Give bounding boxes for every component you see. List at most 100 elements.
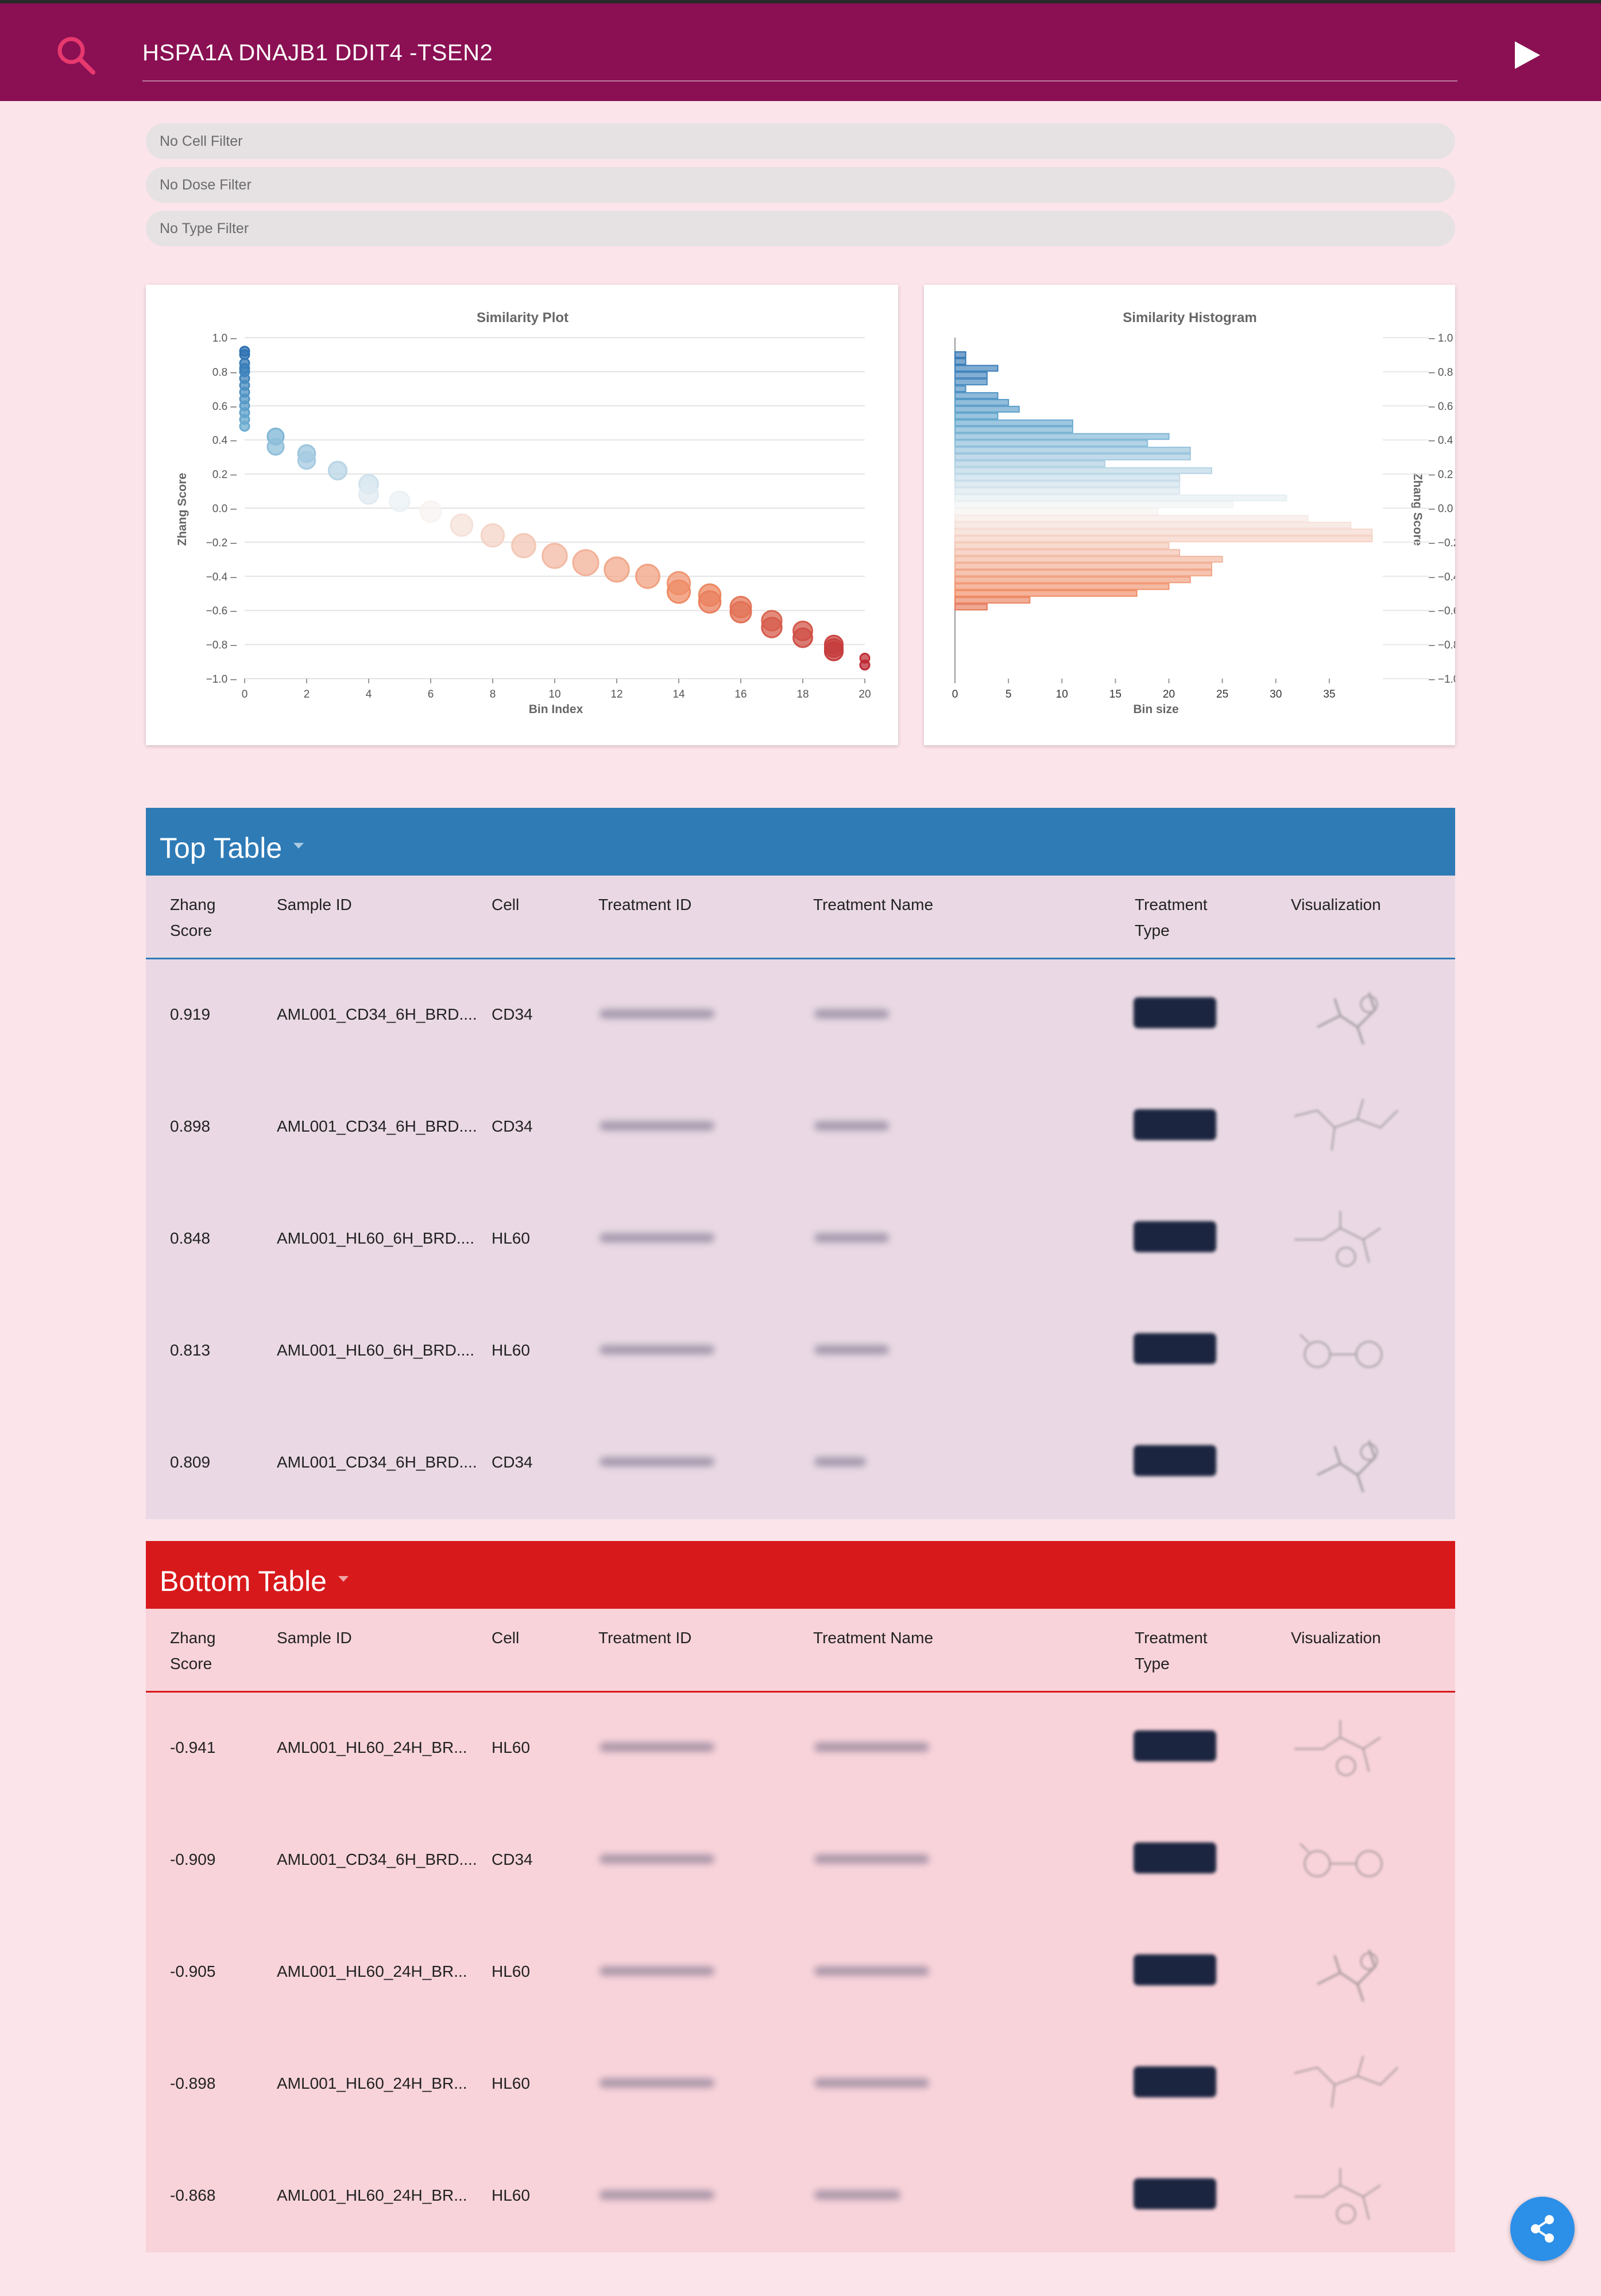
column-zhang-score[interactable]: Zhang Score bbox=[170, 1629, 216, 1672]
x-tick-label: 10 bbox=[1056, 688, 1068, 700]
histogram-bar bbox=[954, 398, 1010, 406]
similarity-plot[interactable]: Similarity Plot Bin Index Zhang Score 1.… bbox=[146, 285, 898, 745]
column-cell[interactable]: Cell bbox=[492, 1629, 520, 1647]
molecule-structure-image[interactable] bbox=[1283, 2045, 1409, 2125]
table-row[interactable]: -0.941 AML001_HL60_24H_BR... HL60 bbox=[146, 1693, 1455, 1805]
treatment-name-cell[interactable] bbox=[814, 2190, 900, 2200]
histogram-bar bbox=[954, 365, 999, 372]
table-row[interactable]: -0.868 AML001_HL60_24H_BR... HL60 bbox=[146, 2140, 1455, 2252]
x-tick-label: 2 bbox=[304, 688, 310, 700]
y-tick-label: – 0.0 bbox=[1429, 503, 1453, 515]
similarity-histogram[interactable]: Similarity Histogram Bin size Zhang Scor… bbox=[924, 285, 1455, 745]
treatment-name-cell[interactable] bbox=[814, 1743, 929, 1752]
scatter-point bbox=[327, 460, 348, 481]
scatter-point bbox=[635, 563, 660, 589]
x-tick-label: 16 bbox=[734, 688, 747, 700]
treatment-id-cell[interactable] bbox=[600, 1966, 714, 1976]
column-treatment-type[interactable]: Treatment Type bbox=[1135, 896, 1208, 939]
treatment-type-badge bbox=[1134, 2066, 1216, 2097]
table-row[interactable]: 0.813 AML001_HL60_6H_BRD.... HL60 bbox=[146, 1295, 1455, 1407]
molecule-structure-image[interactable] bbox=[1283, 1311, 1409, 1392]
treatment-type-badge bbox=[1134, 1954, 1216, 1985]
table-row[interactable]: 0.898 AML001_CD34_6H_BRD.... CD34 bbox=[146, 1071, 1455, 1183]
treatment-name-cell[interactable] bbox=[814, 1966, 929, 1976]
histogram-bar bbox=[954, 412, 999, 420]
y-tick-label: 0.8 – bbox=[212, 366, 237, 378]
treatment-name-cell[interactable] bbox=[814, 1233, 889, 1242]
treatment-name-cell[interactable] bbox=[814, 1854, 929, 1864]
cell-cell: HL60 bbox=[492, 1739, 530, 1756]
scatter-point bbox=[450, 513, 474, 537]
column-treatment-id[interactable]: Treatment ID bbox=[598, 896, 692, 913]
chevron-down-icon[interactable] bbox=[338, 1575, 349, 1582]
treatment-name-cell[interactable] bbox=[814, 1345, 889, 1354]
treatment-id-cell[interactable] bbox=[600, 1121, 714, 1130]
table-row[interactable]: 0.809 AML001_CD34_6H_BRD.... CD34 bbox=[146, 1407, 1455, 1519]
treatment-id-cell[interactable] bbox=[600, 1743, 714, 1752]
y-tick-label: – 0.4 bbox=[1429, 435, 1453, 447]
molecule-structure-image[interactable] bbox=[1283, 1709, 1409, 1789]
histogram-bar bbox=[954, 542, 1170, 549]
y-tick-label: – −0.6 bbox=[1429, 605, 1455, 617]
table-row[interactable]: -0.909 AML001_CD34_6H_BRD.... CD34 bbox=[146, 1805, 1455, 1916]
molecule-structure-image[interactable] bbox=[1283, 1423, 1409, 1504]
column-visualization[interactable]: Visualization bbox=[1291, 1629, 1381, 1647]
treatment-name-cell[interactable] bbox=[814, 2078, 929, 2088]
molecule-structure-image[interactable] bbox=[1283, 975, 1409, 1056]
table-row[interactable]: -0.905 AML001_HL60_24H_BR... HL60 bbox=[146, 1916, 1455, 2028]
x-tick-label: 4 bbox=[366, 688, 372, 700]
treatment-name-cell[interactable] bbox=[814, 1009, 889, 1019]
column-zhang-score[interactable]: Zhang Score bbox=[170, 896, 216, 939]
zhang-score-cell: -0.941 bbox=[170, 1739, 216, 1756]
molecule-structure-image[interactable] bbox=[1283, 1821, 1409, 1901]
scatter-ylabel: Zhang Score bbox=[176, 473, 189, 545]
x-tick-label: 5 bbox=[1006, 688, 1012, 700]
search-input[interactable]: HSPA1A DNAJB1 DDIT4 -TSEN2 bbox=[142, 40, 493, 65]
scatter-point bbox=[542, 543, 568, 569]
histogram-bar bbox=[954, 371, 988, 379]
top-table-header[interactable]: Top Table bbox=[146, 808, 1455, 876]
bottom-table-header[interactable]: Bottom Table bbox=[146, 1541, 1455, 1609]
treatment-name-cell[interactable] bbox=[814, 1121, 889, 1130]
column-cell[interactable]: Cell bbox=[492, 896, 520, 913]
histogram-bar bbox=[954, 385, 966, 393]
cell-cell: HL60 bbox=[492, 1229, 530, 1247]
column-visualization[interactable]: Visualization bbox=[1291, 896, 1381, 913]
share-button[interactable] bbox=[1510, 2197, 1575, 2261]
histogram-bar bbox=[954, 569, 1212, 576]
column-treatment-type[interactable]: Treatment Type bbox=[1135, 1629, 1208, 1672]
cell-cell: HL60 bbox=[492, 1962, 530, 1980]
y-tick-label: – 0.6 bbox=[1429, 401, 1453, 413]
treatment-id-cell[interactable] bbox=[600, 2190, 714, 2200]
treatment-id-cell[interactable] bbox=[600, 1009, 714, 1019]
chevron-down-icon[interactable] bbox=[293, 842, 304, 849]
y-tick-label: – −0.4 bbox=[1429, 571, 1455, 583]
column-treatment-name[interactable]: Treatment Name bbox=[813, 896, 934, 913]
histogram-bar bbox=[954, 378, 988, 386]
table-row[interactable]: -0.898 AML001_HL60_24H_BR... HL60 bbox=[146, 2028, 1455, 2140]
molecule-structure-image[interactable] bbox=[1283, 1933, 1409, 2013]
treatment-id-cell[interactable] bbox=[600, 1345, 714, 1354]
column-treatment-name[interactable]: Treatment Name bbox=[813, 1629, 934, 1647]
column-sample-id[interactable]: Sample ID bbox=[277, 1629, 352, 1647]
column-sample-id[interactable]: Sample ID bbox=[277, 896, 352, 913]
cell-filter[interactable]: No Cell Filter bbox=[146, 123, 1455, 159]
dose-filter[interactable]: No Dose Filter bbox=[146, 167, 1455, 203]
play-icon[interactable] bbox=[1510, 39, 1542, 71]
scatter-point bbox=[358, 484, 379, 505]
column-treatment-id[interactable]: Treatment ID bbox=[598, 1629, 692, 1647]
treatment-id-cell[interactable] bbox=[600, 1854, 714, 1864]
treatment-id-cell[interactable] bbox=[600, 1457, 714, 1466]
zhang-score-cell: 0.919 bbox=[170, 1005, 211, 1023]
type-filter[interactable]: No Type Filter bbox=[146, 211, 1455, 246]
molecule-structure-image[interactable] bbox=[1283, 2156, 1409, 2237]
search-icon[interactable] bbox=[53, 32, 99, 78]
treatment-id-cell[interactable] bbox=[600, 1233, 714, 1242]
table-row[interactable]: 0.848 AML001_HL60_6H_BRD.... HL60 bbox=[146, 1183, 1455, 1295]
treatment-name-cell[interactable] bbox=[814, 1457, 866, 1466]
molecule-structure-image[interactable] bbox=[1283, 1199, 1409, 1280]
search-underline bbox=[142, 80, 1457, 82]
treatment-id-cell[interactable] bbox=[600, 2078, 714, 2088]
table-row[interactable]: 0.919 AML001_CD34_6H_BRD.... CD34 bbox=[146, 959, 1455, 1071]
molecule-structure-image[interactable] bbox=[1283, 1087, 1409, 1168]
